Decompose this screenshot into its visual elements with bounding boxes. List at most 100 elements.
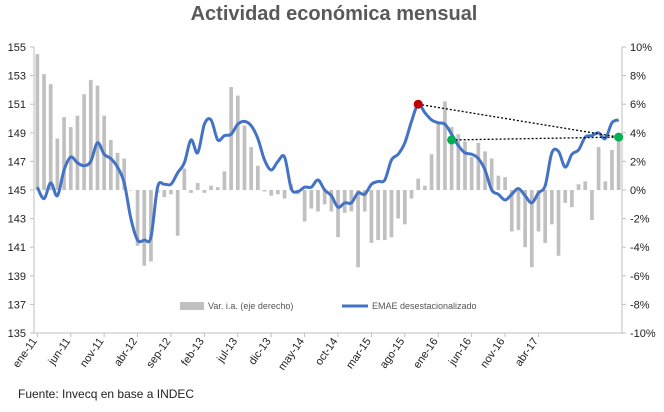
bar (302, 190, 307, 222)
bar (215, 187, 220, 190)
bar (463, 141, 467, 190)
annotations (413, 99, 624, 145)
bar (88, 79, 93, 190)
bar (235, 95, 240, 190)
bar (42, 74, 46, 190)
right-tick-label: 8% (630, 71, 646, 83)
bar (456, 134, 461, 190)
bar (596, 147, 601, 190)
bar (590, 190, 594, 221)
right-tick-label: 2% (630, 156, 646, 168)
x-axis: ene-11 jun-11 nov-11 abr-12 sep-12 feb-13 jul-… (11, 332, 622, 373)
level-trend-line (451, 136, 619, 141)
bar (282, 190, 287, 199)
bar (516, 190, 521, 231)
bar (142, 190, 147, 266)
bar (409, 190, 414, 199)
peak-point (413, 99, 423, 109)
bar (129, 190, 133, 191)
x-tick-label: abr-17 (513, 336, 541, 369)
bar (322, 190, 327, 205)
bar (389, 190, 394, 238)
x-tick-label: ago-15 (378, 336, 407, 371)
x-tick-label: nov-11 (78, 336, 107, 370)
bar (242, 125, 247, 190)
bar (256, 165, 260, 190)
bar (229, 87, 233, 190)
bar (369, 190, 374, 243)
legend-bar-label: Var. i.a. (eje derecho) (208, 301, 293, 311)
chart-title: Actividad económica mensual (191, 3, 478, 25)
left-tick-label: 149 (8, 128, 26, 140)
bar (109, 139, 113, 190)
left-tick-label: 135 (8, 328, 26, 340)
bar (122, 158, 127, 190)
bar (55, 138, 60, 190)
bar (48, 84, 53, 190)
legend-bar-swatch (180, 302, 204, 310)
bar (583, 181, 588, 190)
bar (75, 115, 80, 190)
x-tick-label: may-14 (276, 336, 307, 373)
bar (610, 149, 614, 190)
peak-trend-line (418, 103, 619, 138)
left-tick-label: 141 (8, 242, 26, 254)
right-tick-label: -2% (630, 214, 650, 226)
left-tick-label: 139 (8, 271, 26, 283)
bar (376, 190, 380, 241)
x-tick-label: dic-13 (247, 336, 274, 367)
bar (316, 190, 320, 212)
x-tick-label: ene-16 (411, 336, 440, 371)
line-series (35, 102, 620, 244)
bar (262, 190, 267, 192)
bar (403, 190, 407, 225)
bar (603, 181, 608, 190)
green-point (614, 132, 624, 142)
bar (443, 101, 447, 190)
bar (169, 190, 173, 195)
x-tick-label: nov-16 (478, 336, 507, 370)
right-tick-label: 6% (630, 99, 646, 111)
bar (496, 175, 501, 190)
bar (162, 190, 167, 198)
bar (189, 190, 193, 193)
bar (489, 158, 494, 190)
right-tick-label: -4% (630, 242, 650, 254)
green-point (447, 135, 457, 145)
bar (309, 190, 314, 209)
emae-line (35, 102, 620, 244)
bar (182, 168, 187, 190)
x-tick-label: mar-15 (344, 336, 374, 371)
right-tick-label: -10% (630, 328, 656, 340)
source-note: Fuente: Invecq en base a INDEC (18, 387, 194, 401)
bar (616, 139, 621, 190)
bar (576, 184, 581, 190)
right-tick-label: -6% (630, 271, 650, 283)
bar (195, 182, 200, 190)
bar (202, 190, 207, 193)
left-tick-label: 153 (8, 71, 26, 83)
x-tick-label: oct-14 (313, 336, 340, 368)
bar (570, 190, 574, 208)
bar (436, 122, 441, 190)
x-tick-label: jun-11 (46, 336, 73, 368)
left-tick-label: 137 (8, 299, 26, 311)
bar (396, 190, 400, 219)
bar (356, 190, 360, 268)
bar (469, 157, 474, 190)
bar (362, 190, 367, 212)
bar (523, 190, 527, 248)
right-tick-label: -8% (630, 299, 650, 311)
bar (536, 190, 541, 232)
bar-series (35, 54, 621, 268)
bar (276, 190, 280, 195)
bar (95, 85, 100, 190)
x-tick-label: ene-11 (11, 336, 40, 370)
bar (509, 190, 514, 232)
right-tick-label: 0% (630, 185, 646, 197)
left-tick-label: 151 (8, 99, 26, 111)
bar (62, 117, 66, 190)
bar (476, 142, 481, 190)
bar (529, 190, 534, 268)
